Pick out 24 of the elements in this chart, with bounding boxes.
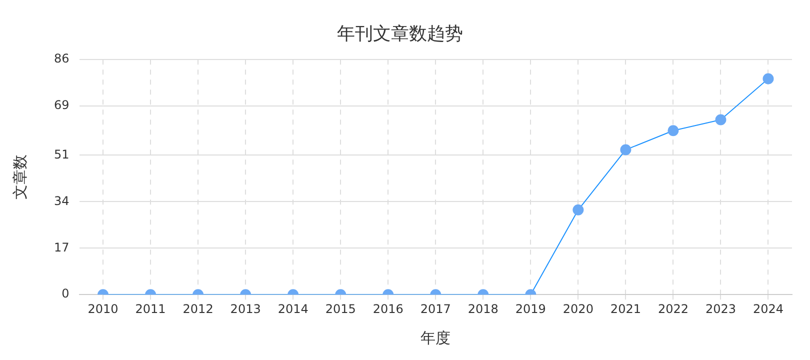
x-tick-label: 2012: [182, 302, 214, 316]
x-tick-label: 2018: [468, 302, 498, 316]
x-tick-label: 2022: [658, 302, 688, 316]
x-tick-label: 2013: [230, 302, 261, 316]
y-tick-label: 86: [54, 52, 70, 66]
x-tick-label: 2010: [88, 302, 118, 316]
y-tick-label: 51: [54, 147, 70, 162]
x-tick-label: 2017: [420, 302, 451, 316]
x-tick-label: 2016: [372, 302, 404, 316]
x-tick-label: 2019: [515, 302, 546, 316]
x-tick-label: 2020: [562, 302, 594, 316]
y-axis-title: 文章数: [10, 154, 29, 200]
x-tick-label: 2011: [135, 302, 166, 316]
y-tick-label: 69: [54, 98, 70, 112]
x-axis-title: 年度: [420, 328, 451, 347]
x-tick-label: 2014: [278, 302, 308, 316]
x-tick-label: 2024: [752, 302, 784, 316]
x-tick-label: 2023: [705, 302, 736, 316]
x-tick-label: 2021: [610, 302, 641, 316]
y-tick-label: 34: [54, 194, 70, 208]
y-tick-label: 17: [54, 240, 70, 254]
x-tick-label: 2015: [325, 302, 356, 316]
y-tick-label: 0: [62, 286, 70, 301]
chart-title: 年刊文章数趋势: [337, 23, 463, 44]
